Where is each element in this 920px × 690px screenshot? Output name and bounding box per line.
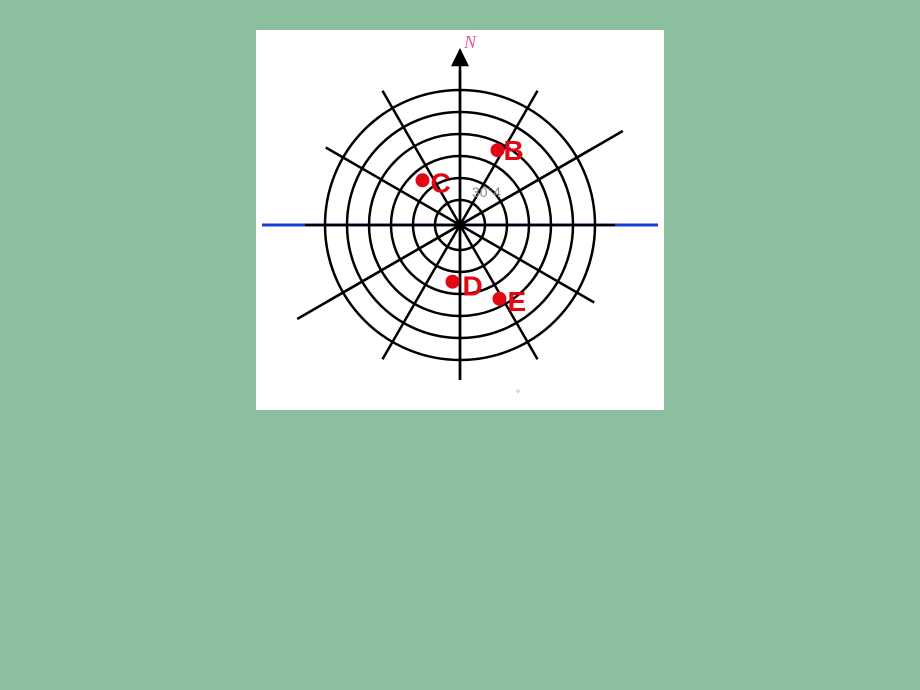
point-B-dot — [491, 143, 505, 157]
north-label: N — [463, 32, 477, 52]
point-D-label: D — [463, 271, 483, 302]
footnote-symbol: ° — [516, 389, 520, 400]
angle-annotation: 30°4 — [472, 184, 501, 200]
page-background: N 30°4 B C DE ° — [0, 0, 920, 690]
point-C-dot — [416, 173, 430, 187]
point-E-label: E — [508, 286, 527, 317]
point-B-label: B — [504, 135, 524, 166]
polar-diagram: N 30°4 B C DE — [256, 30, 664, 410]
point-C-label: C — [431, 167, 451, 198]
point-E-dot — [493, 292, 507, 306]
diagram-card: N 30°4 B C DE ° — [256, 30, 664, 410]
point-D-dot — [446, 275, 460, 289]
